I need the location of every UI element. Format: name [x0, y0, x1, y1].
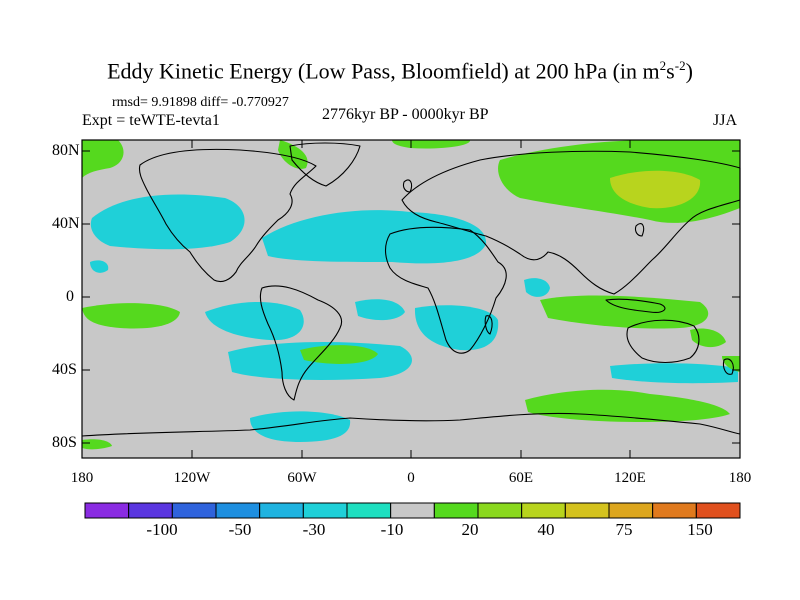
lat-tick-marks: [82, 150, 740, 444]
coastline-madagascar: [484, 315, 493, 335]
colorbar: [84, 502, 741, 519]
lon-tick-label: 60W: [287, 470, 317, 486]
colorbar-label: 75: [615, 520, 633, 539]
lon-tick-label: 0: [407, 470, 415, 486]
lon-tick-label: 120W: [173, 470, 211, 486]
colorbar-label: -10: [380, 520, 404, 539]
colorbar-swatch: [564, 502, 610, 519]
colorbar-label: 20: [461, 520, 479, 539]
coastline-japan: [634, 223, 645, 237]
colorbar-label: -50: [228, 520, 252, 539]
colorbar-label: -100: [146, 520, 178, 539]
colorbar-swatch: [433, 502, 479, 519]
lat-tick-label: 0: [66, 288, 74, 305]
period-label: 2776kyr BP - 0000kyr BP: [322, 106, 489, 123]
colorbar-swatch: [302, 502, 348, 519]
lat-tick-label: 40S: [52, 361, 77, 378]
lat-tick-label: 80N: [52, 142, 80, 159]
season-label: JJA: [713, 112, 738, 129]
coastline-uk: [402, 179, 413, 193]
coastline-eurasia: [401, 150, 741, 295]
lon-tick-label: 120E: [614, 470, 646, 486]
colorbar-swatch: [259, 502, 304, 519]
lon-tick-label: 60E: [508, 470, 534, 486]
colorbar-swatch: [346, 502, 392, 519]
colorbar-swatch: [608, 502, 654, 519]
colorbar-label: -30: [302, 520, 326, 539]
coastline-north-america: [138, 148, 317, 283]
colorbar-label: 150: [687, 520, 713, 539]
coastline-australia: [626, 319, 700, 364]
stats-text: rmsd= 9.91898 diff= -0.770927: [112, 95, 289, 110]
coastlines: [81, 142, 741, 437]
strong-positive-regions: [610, 170, 701, 209]
coastline-south-america: [259, 285, 342, 401]
colorbar-swatch: [695, 502, 741, 519]
colorbar-swatch: [128, 502, 173, 519]
colorbar-swatch: [215, 502, 261, 519]
plot-title: Eddy Kinetic Energy (Low Pass, Bloomfiel…: [107, 58, 693, 84]
colorbar-swatch: [84, 502, 130, 519]
experiment-label: Expt = teWTE-tevta1: [82, 112, 220, 129]
lat-tick-label: 40N: [52, 215, 80, 232]
lon-tick-label: 180: [70, 470, 94, 486]
coastline-antarctica: [81, 412, 741, 437]
colorbar-swatch: [652, 502, 697, 519]
lon-tick-label: 180: [728, 470, 752, 486]
colorbar-swatch: [171, 502, 217, 519]
coastline-indonesia: [605, 298, 666, 313]
colorbar-swatch: [390, 502, 435, 519]
lon-tick-marks: [81, 140, 741, 458]
lat-tick-label: 80S: [52, 434, 77, 451]
colorbar-swatch: [477, 502, 523, 519]
coastline-new-zealand: [722, 358, 734, 375]
colorbar-label: 40: [537, 520, 555, 539]
colorbar-swatch: [521, 502, 566, 519]
coastline-greenland: [289, 142, 361, 187]
